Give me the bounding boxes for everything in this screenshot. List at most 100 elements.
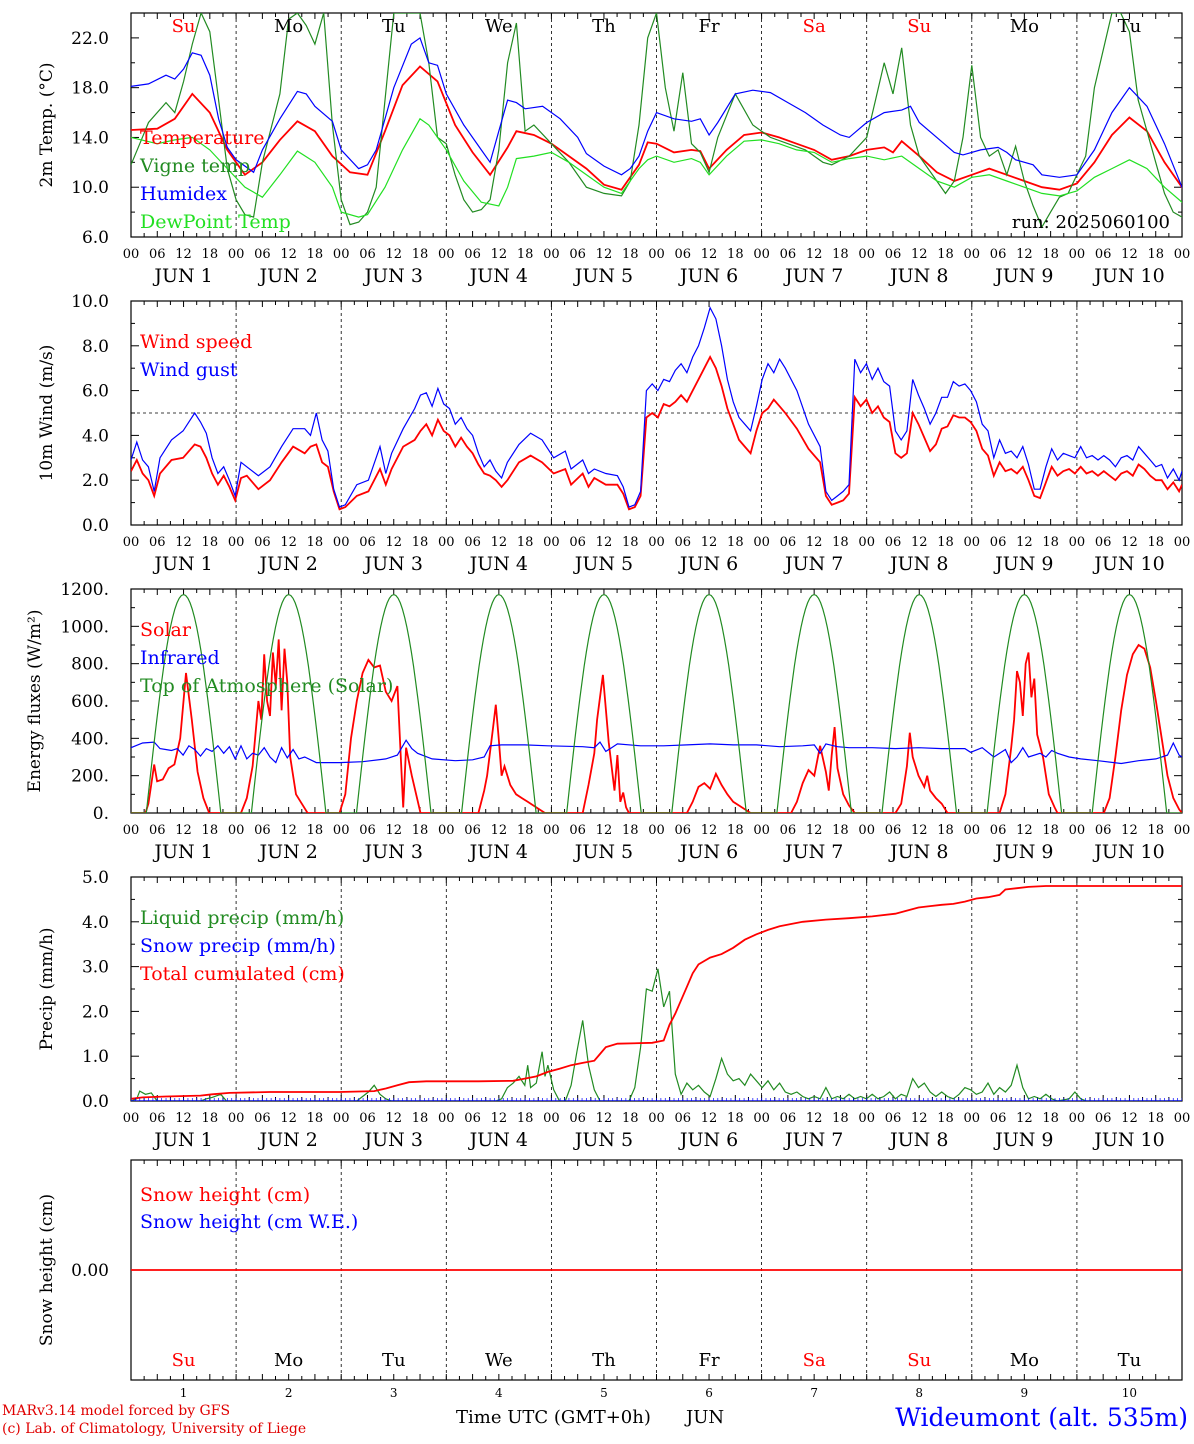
hour-tick-label: 00 — [123, 823, 140, 838]
hour-tick-label: 00 — [964, 535, 981, 550]
weekday-label-top: We — [485, 16, 513, 37]
hour-tick-label: 12 — [385, 535, 402, 550]
panel-5: 0.00 Snow height (cm) Snow height (cm) Snow… — [37, 1159, 1183, 1381]
weekday-label-bottom: Su — [907, 1350, 931, 1371]
hour-tick-label: 00 — [543, 823, 560, 838]
hour-tick-label: 18 — [1147, 247, 1164, 262]
hour-tick-label: 18 — [307, 247, 324, 262]
hour-tick-label: 00 — [438, 1111, 455, 1126]
y-tick-label: 600. — [71, 692, 109, 712]
hour-tick-label: 18 — [517, 535, 534, 550]
plot-area — [131, 306, 1182, 511]
weekday-label-top: Fr — [699, 16, 720, 37]
hour-tick-label: 00 — [648, 823, 665, 838]
hour-tick-label: 06 — [149, 1111, 166, 1126]
hour-tick-label: 18 — [517, 823, 534, 838]
hour-tick-label: 12 — [806, 1111, 823, 1126]
y-axis-label: Precip (mm/h) — [37, 927, 57, 1050]
hour-tick-label: 06 — [464, 1111, 481, 1126]
hour-tick-label: 18 — [832, 823, 849, 838]
hour-tick-label: 00 — [123, 1111, 140, 1126]
station-name: Wideumont (alt. 535m) — [895, 1403, 1188, 1432]
hour-tick-label: 18 — [412, 247, 429, 262]
day-label: JUN 1 — [152, 1129, 212, 1151]
hour-tick-label: 18 — [937, 247, 954, 262]
day-label: JUN 6 — [678, 265, 738, 287]
hour-tick-label: 06 — [149, 823, 166, 838]
hour-tick-label: 12 — [596, 247, 613, 262]
hour-tick-label: 06 — [254, 823, 271, 838]
hour-tick-label: 00 — [648, 1111, 665, 1126]
series-line-0 — [131, 355, 1182, 511]
day-label: JUN 2 — [257, 1129, 317, 1151]
legend-2: Total cumulated (cm) — [140, 963, 345, 985]
hour-tick-label: 12 — [491, 247, 508, 262]
day-label: JUN 8 — [888, 1129, 948, 1151]
weekday-label-top: Su — [907, 16, 931, 37]
hour-tick-label: 12 — [701, 1111, 718, 1126]
hour-tick-label: 18 — [937, 823, 954, 838]
legend-0: Temperature — [140, 127, 264, 149]
hour-tick-label: 12 — [806, 247, 823, 262]
hour-tick-label: 00 — [1174, 247, 1191, 262]
legend-1: Snow precip (mm/h) — [140, 935, 336, 957]
hour-tick-label: 06 — [569, 1111, 586, 1126]
hour-tick-label: 00 — [333, 247, 350, 262]
hour-tick-label: 06 — [149, 247, 166, 262]
panel-3: 0. 200. 400. 600. 800. 1000. 1200. Energy fluxe… — [25, 580, 1190, 863]
legend-1: Vigne temp — [139, 155, 250, 177]
hour-tick-label: 18 — [202, 823, 219, 838]
hour-tick-label: 06 — [254, 1111, 271, 1126]
hour-tick-label: 18 — [202, 535, 219, 550]
hour-tick-label: 18 — [832, 1111, 849, 1126]
hour-tick-label: 12 — [1016, 823, 1033, 838]
hour-tick-label: 18 — [622, 823, 639, 838]
weekday-label-bottom: Su — [172, 1350, 196, 1371]
hour-tick-label: 12 — [1121, 823, 1138, 838]
series-line-0 — [131, 968, 1182, 1101]
series-line-0 — [131, 65, 1182, 191]
hour-tick-label: 12 — [175, 247, 192, 262]
run-label: run: 2025060100 — [1012, 212, 1170, 233]
hour-tick-label: 06 — [780, 1111, 797, 1126]
hour-tick-label: 06 — [569, 823, 586, 838]
hour-tick-label: 12 — [280, 823, 297, 838]
day-label: JUN 9 — [993, 553, 1053, 575]
day-label: JUN 7 — [783, 265, 843, 287]
hour-tick-label: 06 — [780, 535, 797, 550]
hour-tick-label: 12 — [1016, 535, 1033, 550]
day-label: JUN 7 — [783, 1129, 843, 1151]
y-axis-label: 2m Temp. (°C) — [37, 62, 57, 187]
hour-tick-label: 00 — [543, 535, 560, 550]
hour-tick-label: 00 — [543, 247, 560, 262]
hour-tick-label: 06 — [780, 823, 797, 838]
hour-tick-label: 12 — [911, 823, 928, 838]
weekday-label-bottom: Mo — [1010, 1350, 1039, 1371]
hour-tick-label: 00 — [858, 823, 875, 838]
day-label: JUN 5 — [573, 265, 633, 287]
y-tick-label: 1.0 — [82, 1047, 109, 1067]
y-tick-label: 10.0 — [71, 292, 109, 312]
day-label: JUN 1 — [152, 553, 212, 575]
hour-tick-label: 18 — [937, 1111, 954, 1126]
hour-tick-label: 12 — [701, 823, 718, 838]
hour-tick-label: 12 — [911, 1111, 928, 1126]
day-label: JUN 7 — [783, 841, 843, 863]
hour-tick-label: 18 — [832, 247, 849, 262]
hour-tick-label: 18 — [517, 247, 534, 262]
hour-tick-label: 06 — [675, 823, 692, 838]
hour-tick-label: 06 — [464, 535, 481, 550]
day-number-label: 9 — [1021, 1386, 1029, 1400]
weekday-label-bottom: We — [485, 1350, 513, 1371]
hour-tick-label: 18 — [727, 823, 744, 838]
legend-2: Top of Atmosphere (Solar) — [140, 675, 393, 697]
hour-tick-label: 12 — [280, 535, 297, 550]
legend-3: DewPoint Temp — [140, 211, 291, 233]
hour-tick-label: 06 — [569, 535, 586, 550]
hour-tick-label: 18 — [202, 1111, 219, 1126]
hour-tick-label: 00 — [753, 823, 770, 838]
hour-tick-label: 18 — [1042, 1111, 1059, 1126]
hour-tick-label: 12 — [701, 247, 718, 262]
day-label: JUN 2 — [257, 553, 317, 575]
